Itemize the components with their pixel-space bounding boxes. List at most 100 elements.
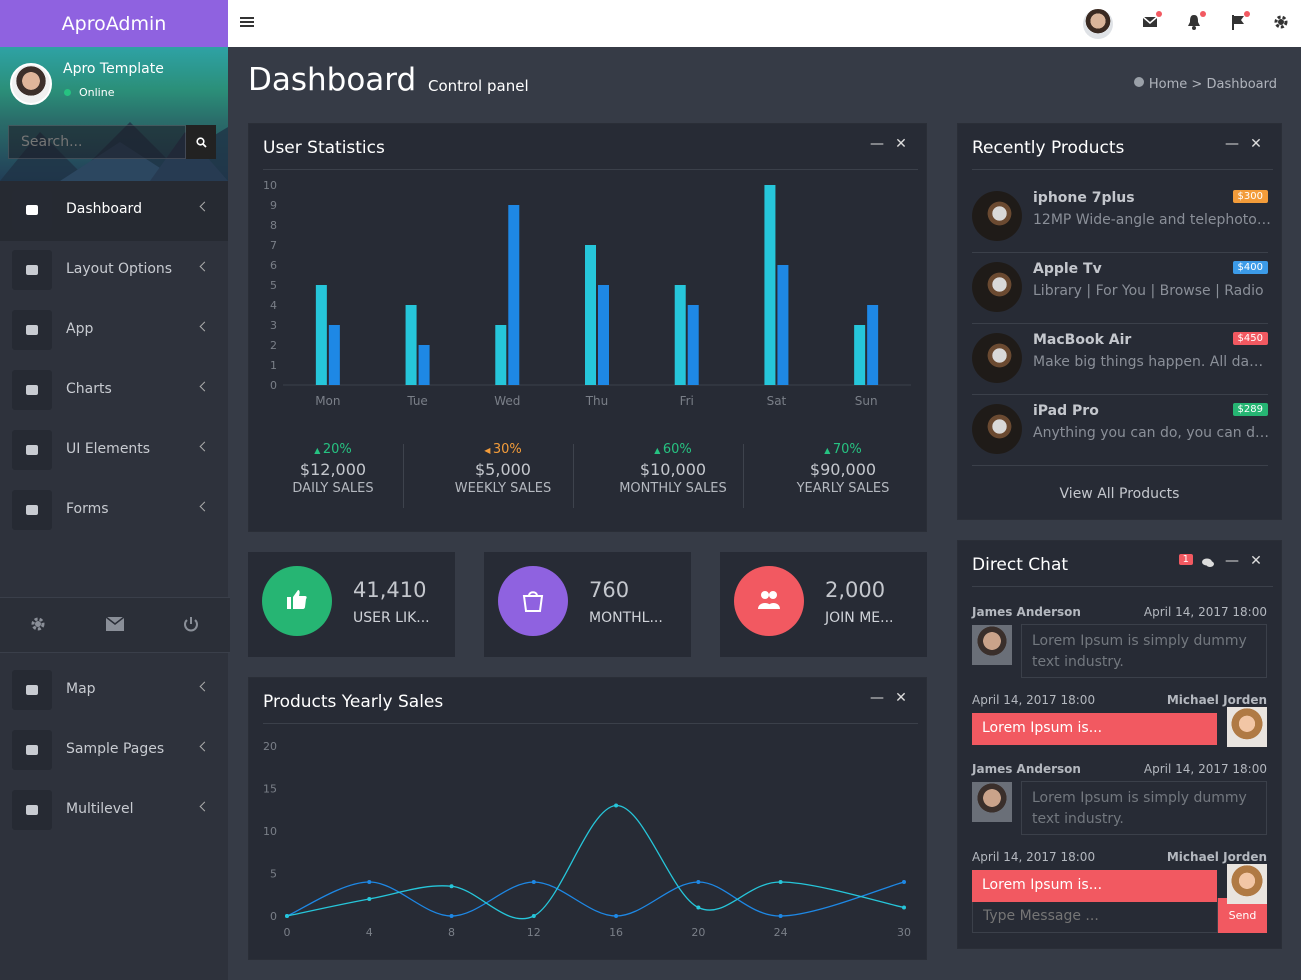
flag-icon[interactable]: [1230, 11, 1250, 32]
trend-up-icon: ▲: [654, 446, 663, 455]
sidebar-item-dashboard[interactable]: Dashboard: [0, 181, 228, 241]
bar: [495, 325, 507, 385]
sidebar-item-forms[interactable]: Forms: [0, 481, 228, 541]
page-title: Dashboard: [248, 62, 417, 98]
products-yearly-sales-box: Products Yearly Sales — ✕ 0 5 10 15 20 0 4 8 12 1…: [248, 677, 927, 960]
search-button[interactable]: [186, 125, 216, 159]
divider: [403, 444, 404, 508]
chat-bubbles-icon[interactable]: [1201, 556, 1215, 572]
brand-logo[interactable]: AproAdmin: [0, 0, 228, 47]
laptop-icon: [12, 430, 52, 470]
y-tick-label: 20: [263, 740, 277, 753]
minimize-button[interactable]: —: [1225, 553, 1239, 569]
breadcrumb: Home > Dashboard: [1133, 76, 1277, 92]
product-description: Library | For You | Browse | Radio: [1033, 283, 1264, 299]
info-box-value: 2,000: [825, 578, 886, 602]
sidebar-item-multilevel[interactable]: Multilevel: [0, 781, 228, 841]
data-point: [449, 914, 454, 918]
y-tick-label: 9: [270, 199, 277, 212]
bar: [867, 305, 879, 385]
percent-value: 20%: [322, 442, 352, 457]
product-item[interactable]: Apple Tv Library | For You | Browse | Rad…: [972, 254, 1268, 324]
x-tick-label: Fri: [680, 394, 694, 408]
settings-gear-icon[interactable]: [1273, 14, 1291, 32]
sidebar-item-ui-elements[interactable]: UI Elements: [0, 421, 228, 481]
chevron-left-icon: [199, 741, 210, 752]
product-name[interactable]: iphone 7plus: [1033, 190, 1135, 206]
bar: [508, 205, 520, 385]
sales-percent: ▲ 60%: [589, 442, 757, 457]
minimize-button[interactable]: —: [1225, 136, 1239, 152]
bar: [854, 325, 866, 385]
x-tick-label: Tue: [406, 394, 428, 408]
bar: [315, 285, 327, 385]
price-badge: $300: [1232, 190, 1268, 203]
power-icon[interactable]: [183, 616, 203, 636]
y-tick-label: 10: [263, 825, 277, 838]
mail-icon[interactable]: [1142, 11, 1162, 32]
sales-stat: ▲ 20% $12,000 DAILY SALES: [249, 442, 417, 512]
product-name[interactable]: iPad Pro: [1033, 403, 1099, 419]
product-item[interactable]: iphone 7plus 12MP Wide-angle and telephot…: [972, 183, 1271, 253]
y-tick-label: 5: [270, 868, 277, 881]
data-point: [367, 880, 372, 884]
series-line: [286, 881, 905, 917]
chevron-left-icon: [199, 381, 210, 392]
user-avatar[interactable]: [1083, 9, 1113, 39]
x-tick-label: 8: [448, 926, 455, 939]
search-icon: [196, 137, 207, 148]
pie-chart-icon: [12, 370, 52, 410]
sidebar-item-label: UI Elements: [66, 441, 151, 457]
close-button[interactable]: ✕: [895, 136, 907, 152]
data-point: [902, 880, 906, 884]
box-header: Products Yearly Sales — ✕: [263, 678, 918, 724]
chat-message: Lorem Ipsum is simply dummy text industr…: [1021, 624, 1267, 678]
chat-sender-name: Michael Jorden: [1166, 693, 1267, 707]
profile-name[interactable]: Apro Template: [63, 61, 164, 77]
minimize-button[interactable]: —: [870, 690, 884, 706]
y-tick-label: 0: [270, 910, 277, 923]
minimize-button[interactable]: —: [870, 136, 884, 152]
settings-icon[interactable]: [30, 616, 50, 636]
product-image: [972, 262, 1022, 312]
product-item[interactable]: MacBook Air Make big things happen. All d…: [972, 325, 1271, 395]
dashboard-icon: [12, 190, 52, 230]
sidebar-item-charts[interactable]: Charts: [0, 361, 228, 421]
mail-footer-icon[interactable]: [105, 616, 126, 636]
sales-percent: ▲ 70%: [759, 442, 927, 457]
close-button[interactable]: ✕: [895, 690, 907, 706]
close-button[interactable]: ✕: [1250, 136, 1262, 152]
sidebar-item-sample-pages[interactable]: Sample Pages: [0, 721, 228, 781]
bar: [674, 285, 686, 385]
product-name[interactable]: MacBook Air: [1033, 332, 1132, 348]
price-badge: $289: [1232, 403, 1268, 416]
sidebar-item-app[interactable]: App: [0, 301, 228, 361]
data-point: [285, 914, 289, 918]
product-name[interactable]: Apple Tv: [1033, 261, 1102, 277]
close-button[interactable]: ✕: [1250, 553, 1262, 569]
bar: [585, 245, 596, 385]
divider: [573, 444, 574, 508]
data-point: [531, 914, 536, 918]
bell-icon[interactable]: [1186, 11, 1206, 32]
breadcrumb-home[interactable]: Home: [1148, 77, 1188, 92]
sidebar-item-layout-options[interactable]: Layout Options: [0, 241, 228, 301]
y-tick-label: 5: [270, 279, 277, 292]
sidebar-search-input[interactable]: [8, 125, 186, 159]
sales-label: YEARLY SALES: [796, 481, 890, 496]
user-panel: Apro Template Online: [0, 47, 228, 181]
sales-percent: ▲ 20%: [249, 442, 417, 457]
view-all-products-link[interactable]: View All Products: [1059, 486, 1180, 502]
top-navbar: [228, 0, 1301, 47]
product-item[interactable]: iPad Pro Anything you can do, you can do …: [972, 396, 1271, 466]
user-statistics-chart: 0 1 2 3 4 5 6 7 8 9 10 Mon Tue Wed Thu Fri Sat Sun: [263, 179, 911, 408]
sidebar-footer: [0, 597, 230, 653]
sidebar-item-map[interactable]: Map: [0, 661, 228, 721]
data-point: [531, 880, 536, 884]
profile-avatar[interactable]: [10, 63, 52, 105]
sidebar-item-label: Sample Pages: [66, 741, 165, 757]
chat-sender-name: James Anderson: [972, 605, 1081, 619]
sales-stat: ◀ 30% $5,000 WEEKLY SALES: [419, 442, 587, 512]
menu-toggle-icon[interactable]: [240, 15, 254, 33]
chat-message-input[interactable]: [972, 898, 1218, 933]
